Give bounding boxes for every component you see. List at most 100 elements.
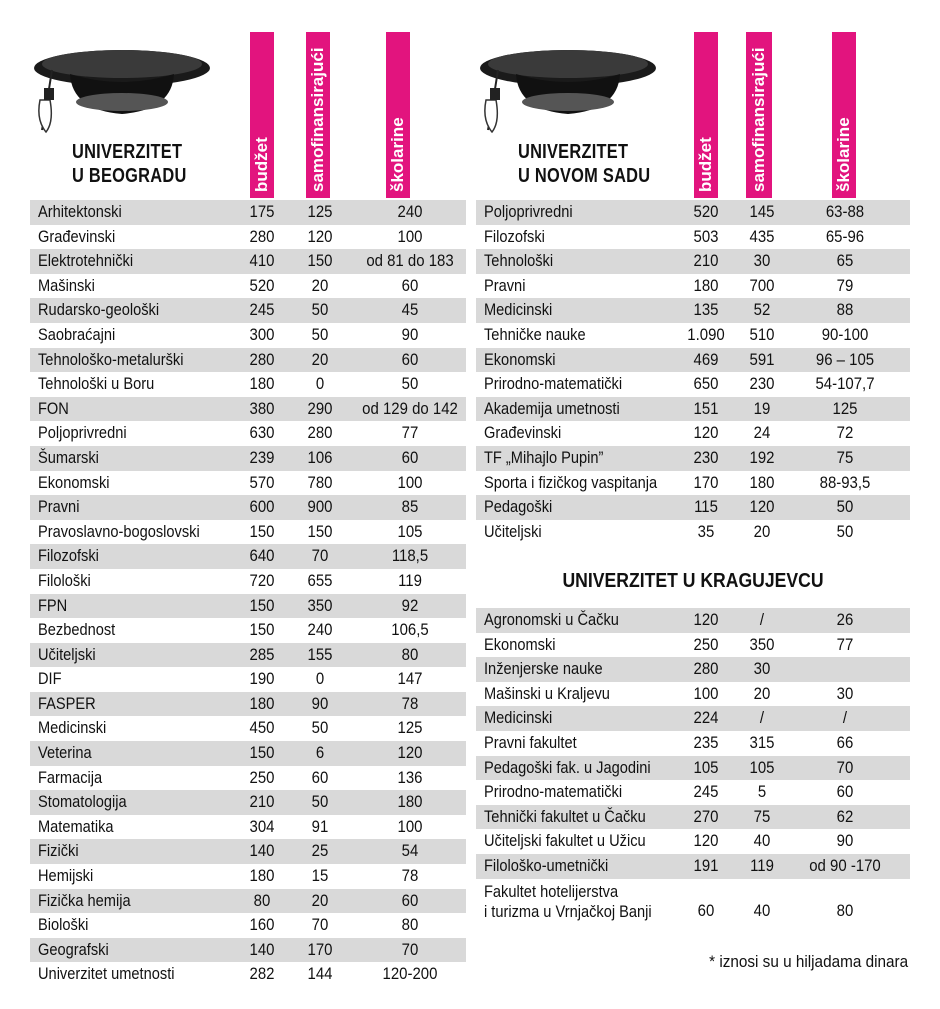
faculty-name: FASPER xyxy=(38,693,96,713)
fees-value: 60 xyxy=(401,349,419,369)
self-financing-value: 150 xyxy=(307,251,333,271)
fees-value: / xyxy=(842,708,848,728)
self-financing-value: 20 xyxy=(753,521,771,541)
budget-value: 600 xyxy=(249,497,275,517)
fees-value: 54 xyxy=(401,841,419,861)
self-financing-value: 435 xyxy=(749,226,775,246)
budget-value: 630 xyxy=(249,423,275,443)
self-financing-value: 119 xyxy=(750,855,774,875)
faculty-name: Medicinski xyxy=(38,718,107,738)
faculty-name: DIF xyxy=(38,669,62,689)
budget-value: 304 xyxy=(249,816,275,836)
fees-value: 120 xyxy=(397,743,423,763)
budget-value: 150 xyxy=(249,620,275,640)
fees-value: 80 xyxy=(836,900,854,920)
faculty-name: Medicinski xyxy=(484,300,553,320)
table-row: Učiteljski fakultet u Užicu 120 40 90 xyxy=(476,829,910,854)
faculty-name: Pedagoški xyxy=(484,497,553,517)
faculty-name: Ekonomski xyxy=(484,349,556,369)
fees-value: 92 xyxy=(401,595,419,615)
fees-value: 80 xyxy=(401,644,419,664)
table-row: Fizički 140 25 54 xyxy=(30,839,466,865)
self-financing-value: 20 xyxy=(311,349,329,369)
faculty-name: Filozofski xyxy=(38,546,99,566)
budget-value: 150 xyxy=(249,595,275,615)
self-financing-value: 0 xyxy=(315,669,325,689)
budget-value: 151 xyxy=(693,398,719,418)
table-row: Fakultet hotelijerstva i turizma u Vrnjač… xyxy=(476,879,910,925)
faculty-name: Pravni xyxy=(484,275,526,295)
table-row: Pravni fakultet 235 315 66 xyxy=(476,731,910,756)
novisad-title-line2: U NOVOM SADU xyxy=(518,165,651,187)
budget-value: 285 xyxy=(249,644,275,664)
fees-value: 240 xyxy=(397,202,423,221)
table-row: Geografski 140 170 70 xyxy=(30,937,466,963)
fees-value: 125 xyxy=(397,718,423,738)
budget-value: 245 xyxy=(693,782,719,802)
self-financing-value: 315 xyxy=(749,732,775,752)
fees-value: 125 xyxy=(832,398,858,418)
fees-value: 50 xyxy=(836,497,854,517)
budget-value: 190 xyxy=(249,669,275,689)
faculty-name: FON xyxy=(38,398,69,418)
table-row: Inženjerske nauke 280 30 xyxy=(476,657,910,682)
table-row: Biološki 160 70 80 xyxy=(30,913,466,938)
fees-value: 66 xyxy=(836,732,854,752)
faculty-name: Filološko-umetnički xyxy=(484,855,609,875)
table-row: Pravni 180 700 79 xyxy=(476,274,910,299)
table-row: Filozofski 503 435 65-96 xyxy=(476,225,910,250)
fees-value: 78 xyxy=(401,693,419,713)
self-financing-value: 5 xyxy=(757,782,767,802)
self-financing-value: 150 xyxy=(307,521,333,541)
fees-value: 30 xyxy=(836,683,854,703)
self-financing-value: 900 xyxy=(307,497,333,517)
fees-value: 118,5 xyxy=(391,546,429,566)
self-financing-value: 290 xyxy=(307,398,333,418)
self-financing-value: 6 xyxy=(315,743,325,763)
fees-value: 96 – 105 xyxy=(815,349,875,369)
table-row: TF „Mihajlo Pupin” 230 192 75 xyxy=(476,445,910,471)
faculty-name: Univerzitet umetnosti xyxy=(38,964,175,984)
faculty-name: Filološki xyxy=(38,570,91,590)
fees-value: 65 xyxy=(836,251,854,271)
faculty-name: Prirodno-matematički xyxy=(484,374,623,394)
budget-value: 210 xyxy=(693,251,719,271)
faculty-name: Veterina xyxy=(38,743,92,763)
self-financing-value: 70 xyxy=(311,546,329,566)
self-financing-value: 30 xyxy=(753,659,771,679)
budget-value: 175 xyxy=(249,202,275,221)
faculty-name-line2: i turizma u Vrnjačkoj Banji xyxy=(484,901,652,921)
novisad-title-line1: UNIVERZITET xyxy=(518,141,629,163)
budget-value: 250 xyxy=(249,767,275,787)
faculty-name: Učiteljski xyxy=(38,644,96,664)
fees-value: 90 xyxy=(401,324,419,344)
budget-value: 170 xyxy=(693,472,719,492)
self-financing-value: 20 xyxy=(753,683,771,703)
fees-value: 77 xyxy=(401,423,419,443)
self-financing-value: 180 xyxy=(749,472,775,492)
budget-header: budžet xyxy=(694,32,718,198)
table-row: Ekonomski 469 591 96 – 105 xyxy=(476,347,910,373)
fees-value: 80 xyxy=(401,915,419,935)
table-row: Stomatologija 210 50 180 xyxy=(30,790,466,815)
self-financing-value: / xyxy=(759,610,765,629)
faculty-name: Geografski xyxy=(38,939,109,959)
budget-value: 235 xyxy=(693,732,719,752)
table-row: Saobraćajni 300 50 90 xyxy=(30,323,466,348)
budget-value: 191 xyxy=(693,855,719,875)
faculty-name: Bezbednost xyxy=(38,620,116,640)
self-financing-value: 19 xyxy=(753,398,771,418)
budget-value: 410 xyxy=(249,251,275,271)
budget-value: 640 xyxy=(249,546,275,566)
faculty-name: Mašinski u Kraljevu xyxy=(484,683,610,703)
table-row: Matematika 304 91 100 xyxy=(30,815,466,840)
novisad-section: UNIVERZITET U NOVOM SADU budžet samofina… xyxy=(476,0,910,541)
fees-value: 70 xyxy=(836,757,854,777)
fees-value: od 81 do 183 xyxy=(366,251,454,271)
budget-value: 503 xyxy=(693,226,719,246)
faculty-name: Građevinski xyxy=(484,423,562,443)
budget-value: 180 xyxy=(249,866,275,886)
belgrade-header: UNIVERZITET U BEOGRADU budžet samofinans… xyxy=(30,0,466,200)
table-row: FON 380 290 od 129 do 142 xyxy=(30,396,466,422)
table-row: Arhitektonski 175 125 240 xyxy=(30,200,466,225)
